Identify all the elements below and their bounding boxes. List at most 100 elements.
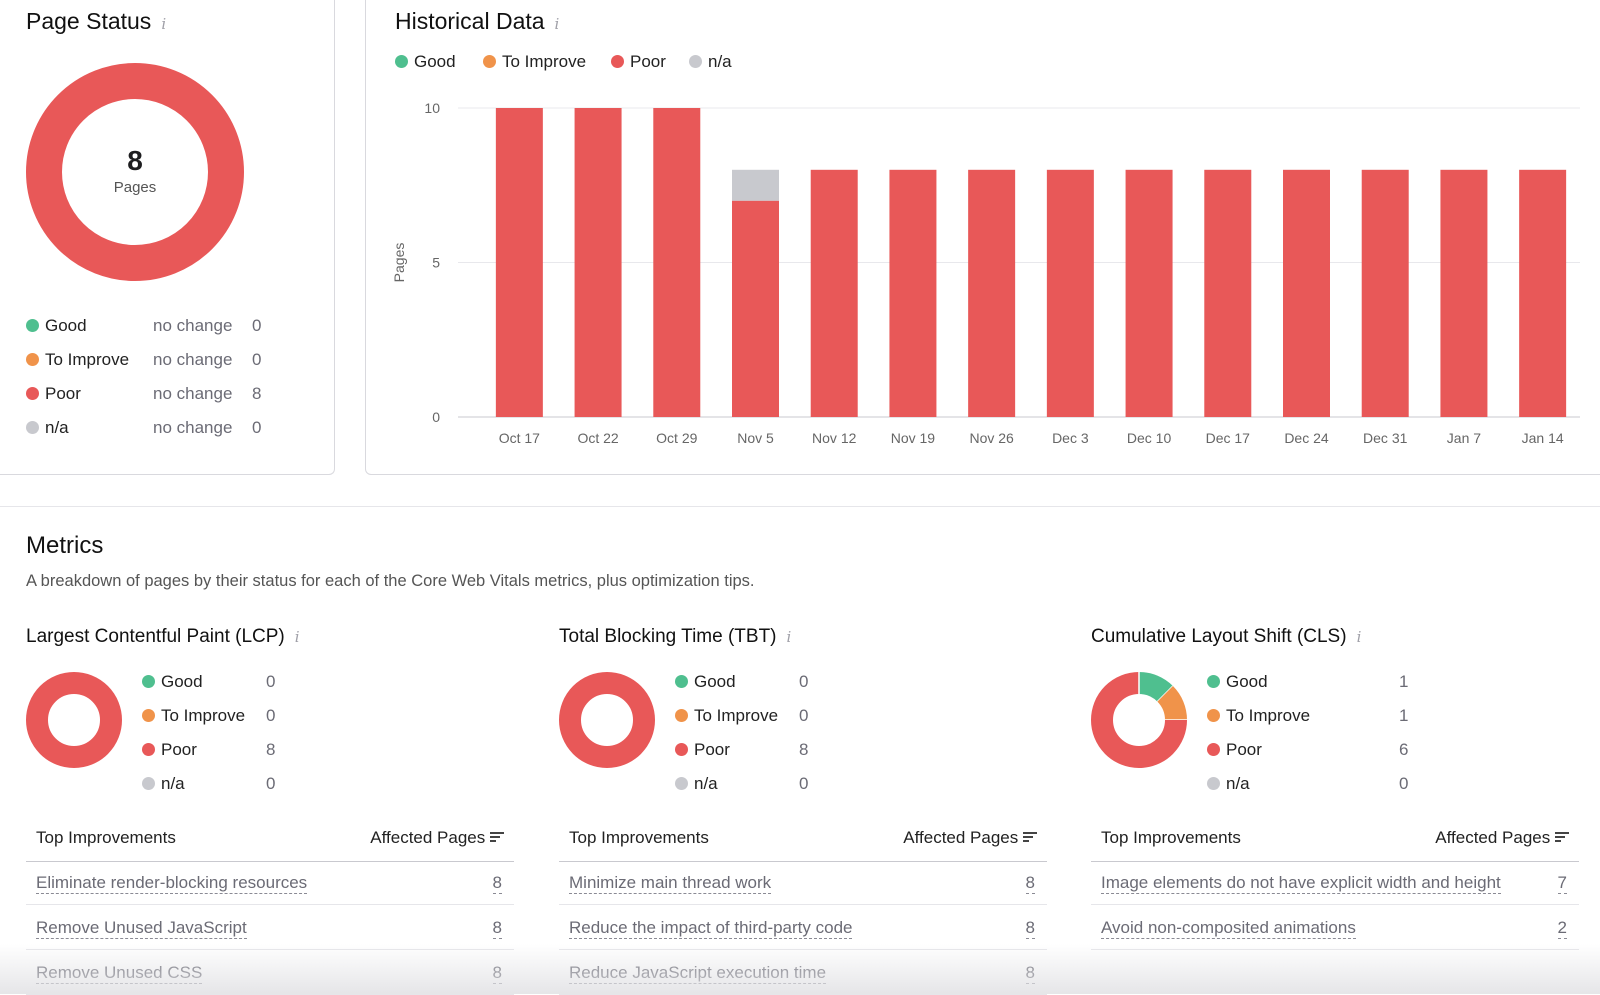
improvement-link[interactable]: Image elements do not have explicit widt… bbox=[1101, 873, 1501, 894]
metric-legend-na: n/a bbox=[1207, 774, 1250, 794]
bar-poor[interactable] bbox=[574, 108, 622, 417]
metric-count: 0 bbox=[799, 774, 809, 793]
legend-label: n/a bbox=[1226, 774, 1250, 793]
x-tick-label: Oct 17 bbox=[499, 430, 540, 446]
info-icon[interactable]: i bbox=[1356, 628, 1362, 646]
affected-pages-count[interactable]: 8 bbox=[492, 873, 502, 894]
improvement-link[interactable]: Avoid non-composited animations bbox=[1101, 918, 1356, 939]
affected-pages-header[interactable]: Affected Pages bbox=[903, 828, 1037, 848]
legend-dot-icon bbox=[395, 55, 408, 68]
affected-pages-count[interactable]: 2 bbox=[1557, 918, 1567, 939]
affected-pages-header[interactable]: Affected Pages bbox=[1435, 828, 1569, 848]
affected-pages-count[interactable]: 8 bbox=[1025, 918, 1035, 939]
legend-dot-icon bbox=[26, 353, 39, 366]
legend-dot-icon bbox=[675, 675, 688, 688]
metric-title-text: Cumulative Layout Shift (CLS) bbox=[1091, 626, 1347, 647]
bar-poor[interactable] bbox=[810, 169, 858, 417]
metric-legend-good: Good bbox=[675, 672, 736, 692]
top-improvements-header: Top Improvements bbox=[569, 828, 709, 847]
info-icon[interactable]: i bbox=[161, 15, 167, 33]
legend-item-good[interactable]: Good bbox=[395, 52, 456, 72]
metric-count: 0 bbox=[799, 706, 809, 725]
x-tick-label: Dec 31 bbox=[1363, 430, 1408, 446]
bar-poor[interactable] bbox=[968, 169, 1016, 417]
legend-dot-icon bbox=[689, 55, 702, 68]
info-icon[interactable]: i bbox=[786, 628, 792, 646]
metrics-title: Metrics bbox=[26, 532, 104, 559]
sort-icon[interactable] bbox=[490, 830, 504, 842]
x-tick-label: Nov 19 bbox=[891, 430, 936, 446]
info-icon[interactable]: i bbox=[554, 15, 560, 33]
legend-dot-icon bbox=[1207, 777, 1220, 790]
legend-dot-icon bbox=[1207, 675, 1220, 688]
page-status-total-label: Pages bbox=[113, 179, 157, 196]
legend-item-to_improve[interactable]: To Improve bbox=[483, 52, 586, 72]
info-icon[interactable]: i bbox=[294, 628, 300, 646]
legend-label: n/a bbox=[694, 774, 718, 793]
status-change: no change bbox=[153, 418, 233, 437]
metric-legend-to_improve: To Improve bbox=[142, 706, 245, 726]
improvement-link[interactable]: Eliminate render-blocking resources bbox=[36, 873, 308, 894]
bar-poor[interactable] bbox=[495, 108, 543, 417]
legend-label: Poor bbox=[630, 52, 666, 71]
top-improvements-header: Top Improvements bbox=[36, 828, 176, 847]
bar-poor[interactable] bbox=[1361, 169, 1409, 417]
status-row-to_improve: To Improve bbox=[26, 350, 129, 370]
metric-donut bbox=[26, 672, 122, 768]
metrics-description: A breakdown of pages by their status for… bbox=[26, 572, 755, 590]
metric-legend-to_improve: To Improve bbox=[1207, 706, 1310, 726]
page-status-total: 8 bbox=[127, 145, 143, 176]
improvement-link[interactable]: Remove Unused JavaScript bbox=[36, 918, 247, 939]
bar-poor[interactable] bbox=[732, 200, 779, 417]
legend-item-poor[interactable]: Poor bbox=[611, 52, 666, 72]
improvement-link[interactable]: Reduce the impact of third-party code bbox=[569, 918, 853, 939]
bar-poor[interactable] bbox=[1125, 169, 1173, 417]
x-tick-label: Oct 22 bbox=[577, 430, 618, 446]
metric-title: Largest Contentful Paint (LCP) i bbox=[26, 626, 300, 648]
donut-segment-to_improve bbox=[1156, 686, 1187, 721]
improvement-link[interactable]: Minimize main thread work bbox=[569, 873, 772, 894]
legend-label: Good bbox=[694, 672, 736, 691]
metric-count: 6 bbox=[1399, 740, 1409, 759]
metric-legend-poor: Poor bbox=[675, 740, 730, 760]
bar-poor[interactable] bbox=[1283, 169, 1330, 417]
affected-pages-header[interactable]: Affected Pages bbox=[370, 828, 504, 848]
legend-label: To Improve bbox=[502, 52, 587, 71]
bar-poor[interactable] bbox=[889, 169, 937, 417]
legend-label: Good bbox=[414, 52, 456, 71]
metric-count: 1 bbox=[1399, 706, 1409, 725]
affected-pages-count[interactable]: 8 bbox=[492, 918, 502, 939]
metric-count: 0 bbox=[266, 774, 276, 793]
metric-title-text: Largest Contentful Paint (LCP) bbox=[26, 626, 285, 647]
legend-dot-icon bbox=[26, 319, 39, 332]
legend-label: To Improve bbox=[694, 706, 779, 725]
metric-legend-poor: Poor bbox=[1207, 740, 1262, 760]
bar-poor[interactable] bbox=[1204, 169, 1252, 417]
legend-dot-icon bbox=[675, 777, 688, 790]
metric-legend-to_improve: To Improve bbox=[675, 706, 778, 726]
status-value: 0 bbox=[252, 418, 262, 437]
sort-icon[interactable] bbox=[1023, 830, 1037, 842]
bar-poor[interactable] bbox=[653, 108, 701, 417]
metric-card: Cumulative Layout Shift (CLS) i Good 1 To … bbox=[1091, 620, 1579, 994]
metric-donut bbox=[1091, 672, 1187, 768]
table-header-divider bbox=[26, 861, 514, 862]
status-change: no change bbox=[153, 350, 233, 369]
status-label: To Improve bbox=[45, 350, 130, 369]
metric-title-text: Total Blocking Time (TBT) bbox=[559, 626, 777, 647]
affected-pages-count[interactable]: 7 bbox=[1557, 873, 1567, 894]
metric-legend-na: n/a bbox=[675, 774, 718, 794]
bar-poor[interactable] bbox=[1519, 169, 1567, 417]
metric-legend-good: Good bbox=[142, 672, 203, 692]
bar-poor[interactable] bbox=[1440, 169, 1488, 417]
legend-item-na[interactable]: n/a bbox=[689, 52, 732, 72]
bar-na[interactable] bbox=[732, 169, 779, 201]
y-tick-label: 0 bbox=[432, 409, 440, 425]
affected-pages-label: Affected Pages bbox=[903, 828, 1019, 847]
donut-segment-poor bbox=[559, 672, 655, 768]
bar-poor[interactable] bbox=[1046, 169, 1094, 417]
affected-pages-count[interactable]: 8 bbox=[1025, 873, 1035, 894]
table-header-divider bbox=[559, 861, 1047, 862]
sort-icon[interactable] bbox=[1555, 830, 1569, 842]
donut-segment-poor bbox=[1091, 672, 1187, 768]
